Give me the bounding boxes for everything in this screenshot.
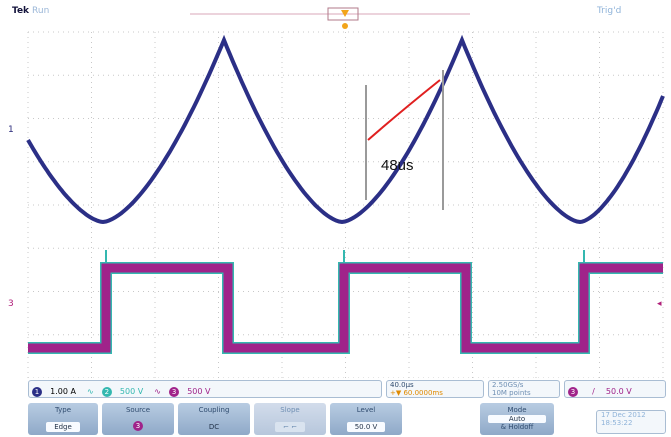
menu-mode-button[interactable]: Mode Auto & Holdoff [480,403,554,435]
channel-1-ground-marker[interactable]: 1 [8,125,14,135]
menu-slope-label: Slope [280,406,300,414]
menu-mode-value: Auto [488,415,546,423]
menu-type-label: Type [54,406,72,414]
graticule [27,31,664,378]
menu-source-label: Source [125,406,151,414]
brand-label: Tek Run [12,6,50,16]
menu-coupling-value: DC [208,423,220,431]
time: 18:53:22 [601,419,633,427]
record-length: 10M points [492,389,531,397]
date: 17 Dec 2012 [601,411,646,419]
trigger-source-badge: 3 [568,386,578,397]
sample-rate: 2.50GS/s [492,381,524,389]
menu-slope-button[interactable]: Slope ⌐ ⌐ [254,403,326,435]
menu-level-value: 50.0 V [346,422,386,432]
menu-coupling-label: Coupling [198,406,230,414]
date-time-readout: 17 Dec 2012 18:53:22 [596,410,666,434]
channel-1-scale: 1.00 A [50,387,76,396]
menu-mode-label: Mode [507,406,527,414]
channel-readout-box[interactable]: 1 1.00 A ∿ 2 500 V ∿ 3 500 V [28,380,382,398]
run-state: Run [32,6,50,16]
trigger-slope: / [592,387,595,396]
delay-value: +▼ 60.0000ms [390,389,443,397]
trigger-level-value: 50.0 V [605,387,632,396]
menu-source-button[interactable]: Source 3 [102,403,174,435]
menu-coupling-button[interactable]: Coupling DC [178,403,250,435]
trigger-readout[interactable]: 3 / 50.0 V [564,380,666,398]
trigger-point-icon [342,23,348,29]
channel-1-current-trace [26,34,665,225]
menu-mode-sub: & Holdoff [500,423,534,431]
channel-3-voltage-trace [28,263,663,353]
channel-1-badge: 1 [32,386,42,397]
bandwidth-limit-icon: ∿ [87,387,94,396]
menu-level-label: Level [356,406,376,414]
measurement-annotation: 48us [381,157,414,174]
menu-type-value: Edge [46,422,80,432]
channel-3-waveform [28,263,663,353]
ramp-highlight [367,79,441,141]
timebase-readout[interactable]: 40.0µs +▼ 60.0000ms [386,380,484,398]
menu-type-button[interactable]: Type Edge [28,403,98,435]
slope-icon: ⌐ ⌐ [275,422,305,432]
record-view-window[interactable] [327,7,359,21]
channel-2-badge: 2 [101,386,112,397]
timebase-value: 40.0µs [390,381,414,389]
channel-3-scale: 500 V [187,387,211,396]
acquisition-readout[interactable]: 2.50GS/s 10M points [488,380,560,398]
channel-2-scale: 500 V [119,387,144,396]
channel-3-badge: 3 [169,386,180,397]
trigger-status: Trig'd [597,6,622,16]
bandwidth-limit-icon: ∿ [154,387,161,396]
channel-1-waveform [26,34,665,225]
menu-source-value: 3 [133,421,143,431]
trigger-position-icon [341,10,349,17]
menu-level-button[interactable]: Level 50.0 V [330,403,402,435]
waveform-area [26,7,665,378]
channel-3-ground-marker[interactable]: 3 [8,299,14,309]
trigger-level-marker[interactable]: ◂ [657,299,662,309]
